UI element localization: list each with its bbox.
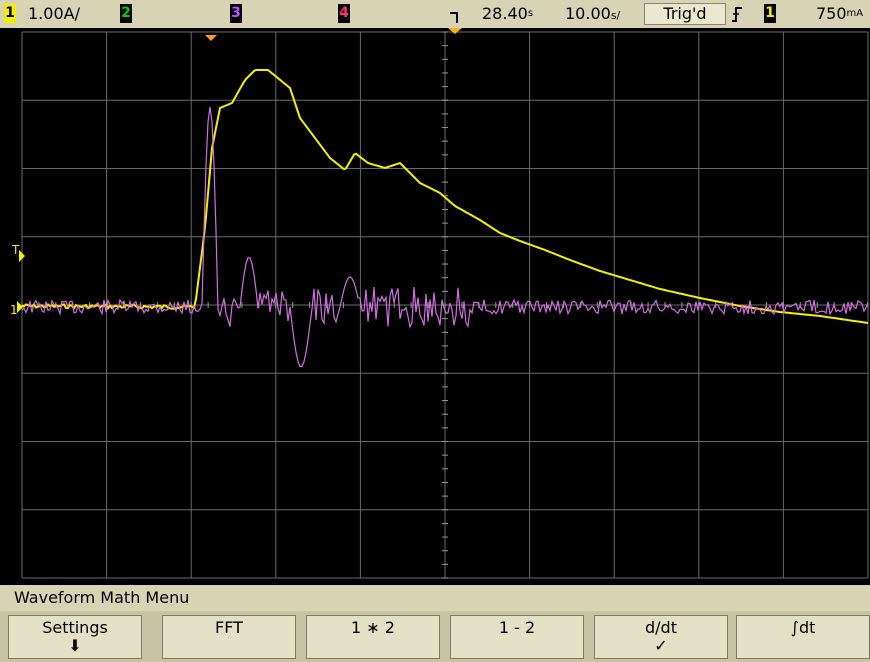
rising-edge-icon xyxy=(732,7,742,22)
graticule-and-traces: T 1 xyxy=(10,28,869,579)
timebase-value: 10.00 xyxy=(565,4,611,23)
multiply-softkey-label: 1 ∗ 2 xyxy=(351,618,395,637)
integral-softkey[interactable]: ∫dt xyxy=(736,615,870,659)
settings-softkey[interactable]: Settings ⬇ xyxy=(8,615,142,659)
down-arrow-icon: ⬇ xyxy=(68,636,82,655)
timebase-readout: 10.00s/ xyxy=(565,4,620,26)
delay-marker[interactable] xyxy=(448,28,462,34)
trigger-level-unit: mA xyxy=(846,8,864,19)
subtract-softkey-label: 1 - 2 xyxy=(498,618,536,637)
trigger-level-value: 750 xyxy=(816,4,847,23)
graticule xyxy=(21,31,869,579)
multiply-softkey[interactable]: 1 ∗ 2 xyxy=(306,615,440,659)
trigger-status-badge: Trig'd xyxy=(644,3,726,25)
menu-title: Waveform Math Menu xyxy=(14,588,190,607)
trigger-level-marker[interactable]: T xyxy=(11,243,20,257)
trigger-level-arrow xyxy=(19,250,25,262)
waveform-display[interactable]: T 1 xyxy=(0,28,870,585)
menu-title-bar: Waveform Math Menu xyxy=(0,585,870,611)
trigger-position-marker[interactable] xyxy=(205,35,217,41)
settings-softkey-label: Settings xyxy=(42,618,108,637)
channel-4-indicator[interactable]: 4 xyxy=(338,4,350,23)
time-delay-readout: 28.40s xyxy=(482,4,533,24)
derivative-softkey-label: d/dt xyxy=(645,618,677,637)
delay-reference-icon xyxy=(450,12,458,23)
channel-1-scale: 1.00A/ xyxy=(28,4,80,23)
check-icon: ✓ xyxy=(654,636,668,655)
subtract-softkey[interactable]: 1 - 2 xyxy=(450,615,584,659)
channel-1-indicator[interactable]: 1 xyxy=(4,4,16,23)
softkey-row: Settings ⬇ FFT 1 ∗ 2 1 - 2 d/dt ✓ ∫dt xyxy=(0,611,870,662)
math-trace xyxy=(21,106,869,367)
trigger-level-readout: 750mA xyxy=(816,4,863,24)
integral-softkey-label: ∫dt xyxy=(790,618,816,637)
status-bar: 1 1.00A/ 2 3 4 28.40s 10.00s/ Trig'd 1 7… xyxy=(0,0,870,28)
ch1-ground-marker[interactable]: 1 xyxy=(10,303,18,317)
derivative-softkey[interactable]: d/dt ✓ xyxy=(594,615,728,659)
ch1-ground-arrow xyxy=(17,301,23,313)
channel-2-indicator[interactable]: 2 xyxy=(120,4,132,23)
channel-3-indicator[interactable]: 3 xyxy=(230,4,242,23)
trigger-source-indicator[interactable]: 1 xyxy=(764,4,776,23)
fft-softkey[interactable]: FFT xyxy=(162,615,296,659)
fft-softkey-label: FFT xyxy=(215,618,243,637)
timebase-unit: s/ xyxy=(610,9,621,22)
time-delay-value: 28.40 xyxy=(482,4,528,23)
time-delay-unit: s xyxy=(527,8,534,19)
